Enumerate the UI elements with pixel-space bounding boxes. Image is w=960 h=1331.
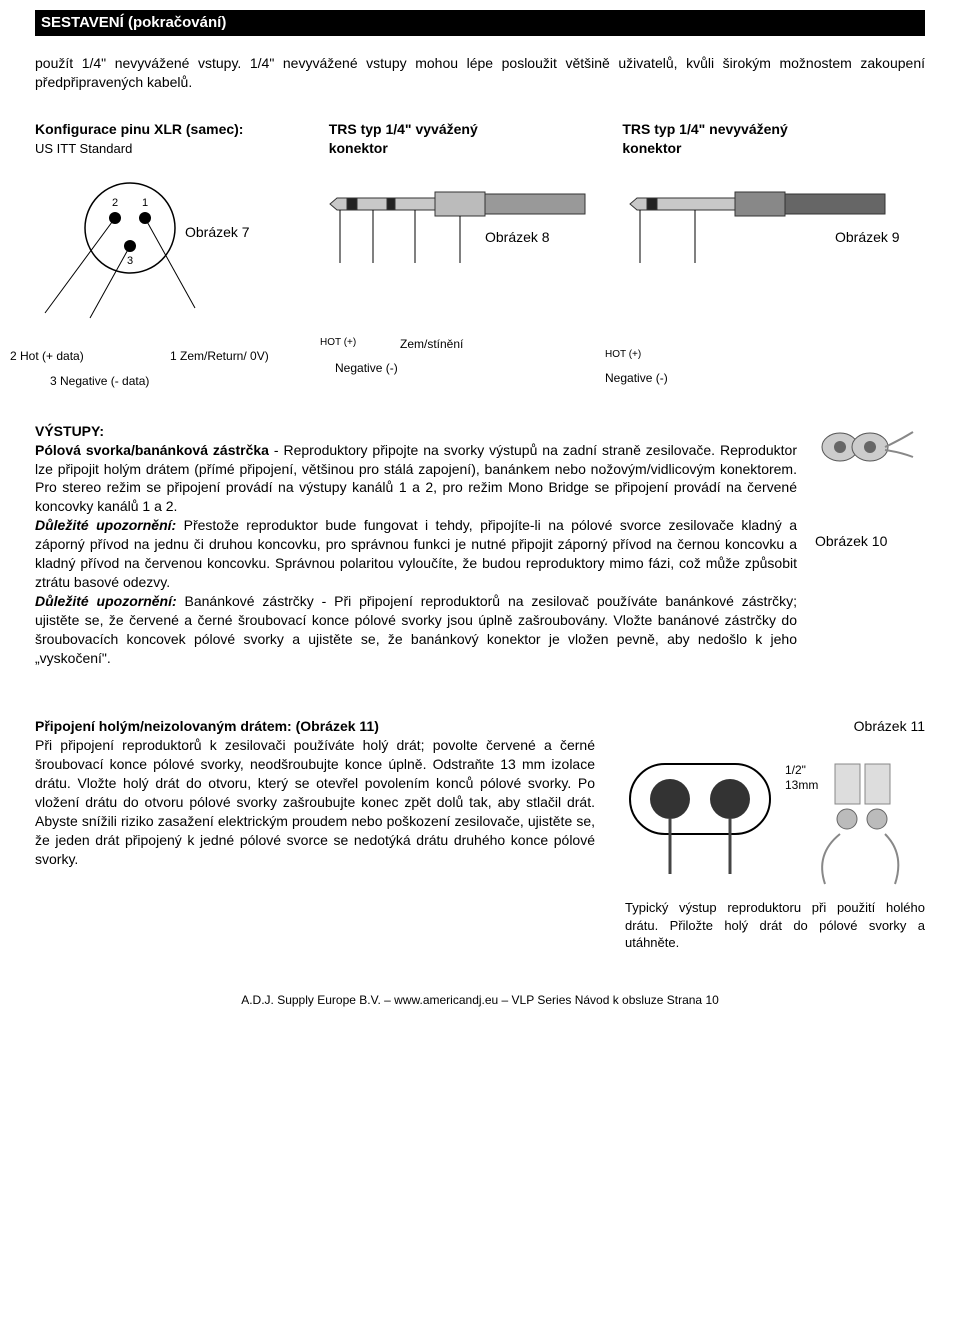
fig9-caption: Obrázek 9 (835, 228, 900, 247)
outputs-section: VÝSTUPY: Pólová svorka/banánková zástrčk… (35, 422, 925, 668)
outputs-p1a: Pólová svorka/banánková zástrčka (35, 442, 269, 458)
warn2-label: Důležité upozornění: (35, 593, 177, 609)
label-hotplus-b: HOT (+) (605, 348, 641, 362)
fig11-caption: Obrázek 11 (625, 717, 925, 736)
connector-headers: Konfigurace pinu XLR (samec): US ITT Sta… (35, 120, 925, 158)
warn1-label: Důležité upozornění: (35, 517, 176, 533)
label-3neg: 3 Negative (- data) (50, 373, 149, 389)
diagram-row: 2 1 3 Obrázek 7 (35, 168, 925, 338)
page-footer: A.D.J. Supply Europe B.V. – www.american… (35, 992, 925, 1008)
label-1zem: 1 Zem/Return/ 0V) (170, 348, 269, 364)
fig10-illustration (815, 422, 915, 472)
svg-text:3: 3 (127, 255, 133, 267)
bare-wire-section: Připojení holým/neizolovaným drátem: (Ob… (35, 717, 925, 951)
col3-title: TRS typ 1/4" nevyvážený (622, 121, 787, 137)
label-2hot: 2 Hot (+ data) (10, 348, 84, 364)
label-negative-b: Negative (-) (605, 370, 668, 386)
xlr-diagram: 2 1 3 (35, 168, 205, 318)
col2-title2: konektor (329, 140, 388, 156)
label-hotplus-a: HOT (+) (320, 336, 356, 350)
trs-balanced-diagram (325, 168, 605, 288)
col1-sub: US ITT Standard (35, 141, 132, 156)
barewire-title: Připojení holým/neizolovaným drátem: (Ob… (35, 718, 379, 734)
label-zemstin: Zem/stínění (400, 336, 463, 352)
col3-title2: konektor (622, 140, 681, 156)
intro-paragraph: použít 1/4" nevyvážené vstupy. 1/4" nevy… (35, 54, 925, 92)
col2-title: TRS typ 1/4" vyvážený (329, 121, 478, 137)
svg-text:2: 2 (112, 197, 118, 209)
svg-text:1/2": 1/2" (785, 763, 806, 777)
fig10-caption: Obrázek 10 (815, 533, 887, 549)
fig8-caption: Obrázek 8 (485, 228, 550, 247)
section-header: SESTAVENÍ (pokračování) (35, 10, 925, 36)
fig7-caption: Obrázek 7 (185, 223, 250, 242)
pin-labels-row: 2 Hot (+ data) 3 Negative (- data) 1 Zem… (35, 348, 925, 398)
fig11-text: Typický výstup reproduktoru při použití … (625, 899, 925, 952)
fig11-illustration: 1/2" 13mm (625, 744, 915, 884)
outputs-title: VÝSTUPY: (35, 423, 104, 439)
svg-text:13mm: 13mm (785, 778, 818, 792)
col1-title: Konfigurace pinu XLR (samec): (35, 121, 243, 137)
barewire-body: Při připojení reproduktorů k zesilovači … (35, 737, 595, 866)
svg-text:1: 1 (142, 197, 148, 209)
label-negative-a: Negative (-) (335, 360, 398, 376)
